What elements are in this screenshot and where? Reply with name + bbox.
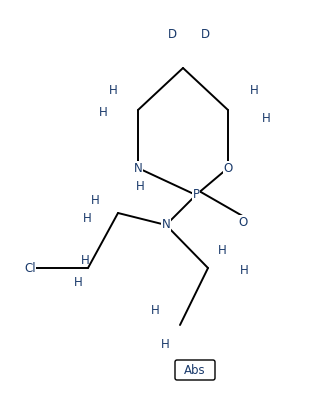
Text: P: P bbox=[193, 188, 200, 201]
Text: H: H bbox=[161, 338, 170, 352]
Text: O: O bbox=[224, 162, 232, 174]
Text: H: H bbox=[91, 194, 100, 207]
Text: D: D bbox=[201, 28, 210, 41]
Text: N: N bbox=[134, 162, 142, 174]
FancyBboxPatch shape bbox=[175, 360, 215, 380]
Text: H: H bbox=[240, 263, 249, 277]
Text: H: H bbox=[262, 111, 271, 124]
Text: H: H bbox=[136, 180, 145, 194]
Text: H: H bbox=[81, 253, 90, 267]
Text: H: H bbox=[83, 211, 92, 225]
Text: H: H bbox=[109, 83, 118, 97]
Text: Abs: Abs bbox=[184, 363, 206, 377]
Text: H: H bbox=[99, 105, 108, 119]
Text: H: H bbox=[218, 243, 227, 257]
Text: H: H bbox=[250, 83, 259, 97]
Text: Cl: Cl bbox=[24, 261, 36, 275]
Text: D: D bbox=[167, 28, 177, 41]
Text: H: H bbox=[74, 277, 83, 290]
Text: O: O bbox=[238, 215, 248, 229]
Text: H: H bbox=[151, 304, 160, 316]
Text: N: N bbox=[162, 219, 171, 231]
